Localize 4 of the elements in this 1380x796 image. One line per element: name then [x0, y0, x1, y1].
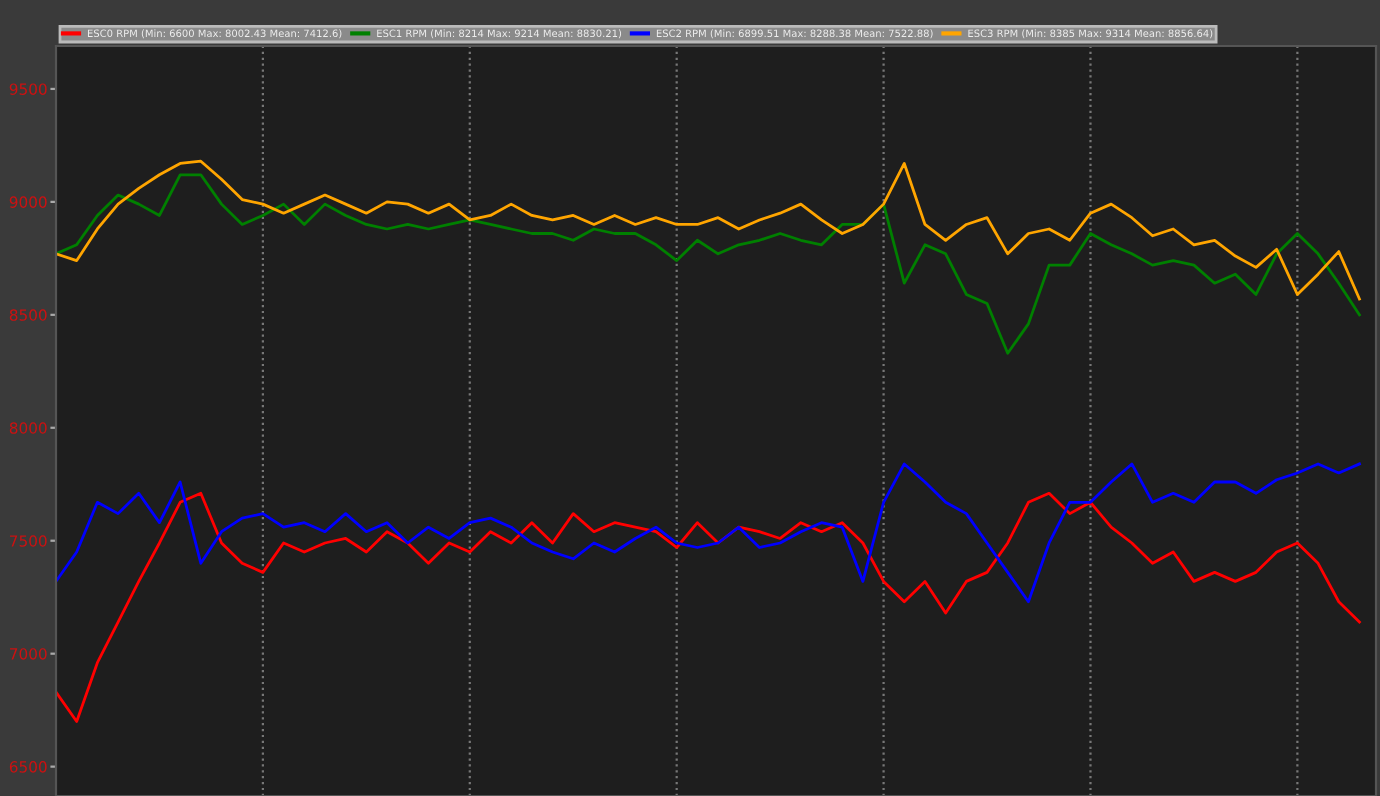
line-series — [56, 462, 1361, 604]
line-series — [56, 173, 1361, 355]
line-series — [56, 159, 1361, 301]
line-series — [56, 491, 1361, 723]
